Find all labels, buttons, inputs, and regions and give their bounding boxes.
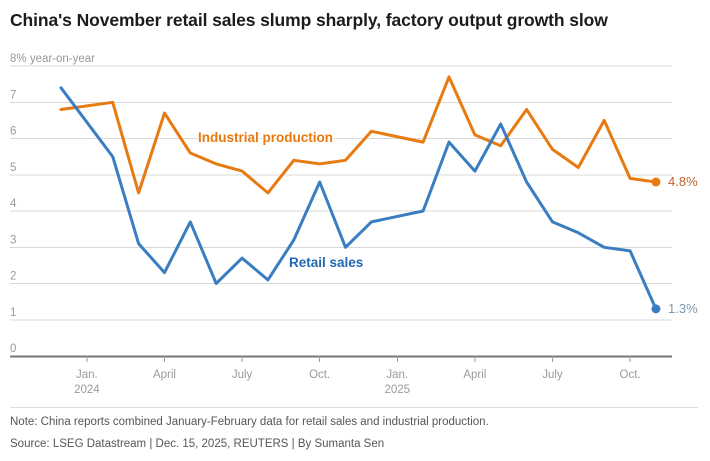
industrial-production-line [59,75,658,195]
x-axis-year-label: 2025 [384,384,410,396]
chart-title: China's November retail sales slump shar… [10,10,608,30]
plot-area: 0 1 2 3 4 5 6 7 8% year-on-year Jan. 2024 April July… [10,53,672,396]
y-axis-label: 6 [10,126,16,138]
retail-sales-line [59,86,658,311]
x-axis-label: Jan. [386,369,408,381]
x-axis-label: Oct. [620,369,641,381]
x-axis-year-label: 2024 [74,384,100,396]
end-value-industrial-production: 4.8% [668,174,698,189]
x-axis-label: July [542,369,563,381]
y-axis-label: 1 [10,307,16,319]
series-label-industrial-production: Industrial production [198,130,333,145]
retail-sales-end-dot [651,304,661,314]
x-axis-label: Oct. [309,369,330,381]
note-text: Note: China reports combined January-Feb… [10,416,489,428]
y-axis-label: 7 [10,89,16,101]
y-axis-label: 4 [10,198,17,210]
x-axis-label: April [153,369,176,381]
y-axis-label: 2 [10,271,16,283]
x-axis-label: July [232,369,253,381]
x-axis-label: April [463,369,486,381]
series-label-retail-sales: Retail sales [289,255,364,270]
x-axis-label: Jan. [76,369,98,381]
industrial-production-end-dot [651,177,661,187]
source-text: Source: LSEG Datastream | Dec. 15, 2025,… [10,438,385,450]
y-axis-label: 5 [10,162,16,174]
y-axis-unit-label: 8% year-on-year [10,53,95,65]
end-value-retail-sales: 1.3% [668,300,698,316]
footer-divider [10,407,698,408]
y-axis-label: 0 [10,343,16,355]
y-axis-label: 3 [10,234,16,246]
